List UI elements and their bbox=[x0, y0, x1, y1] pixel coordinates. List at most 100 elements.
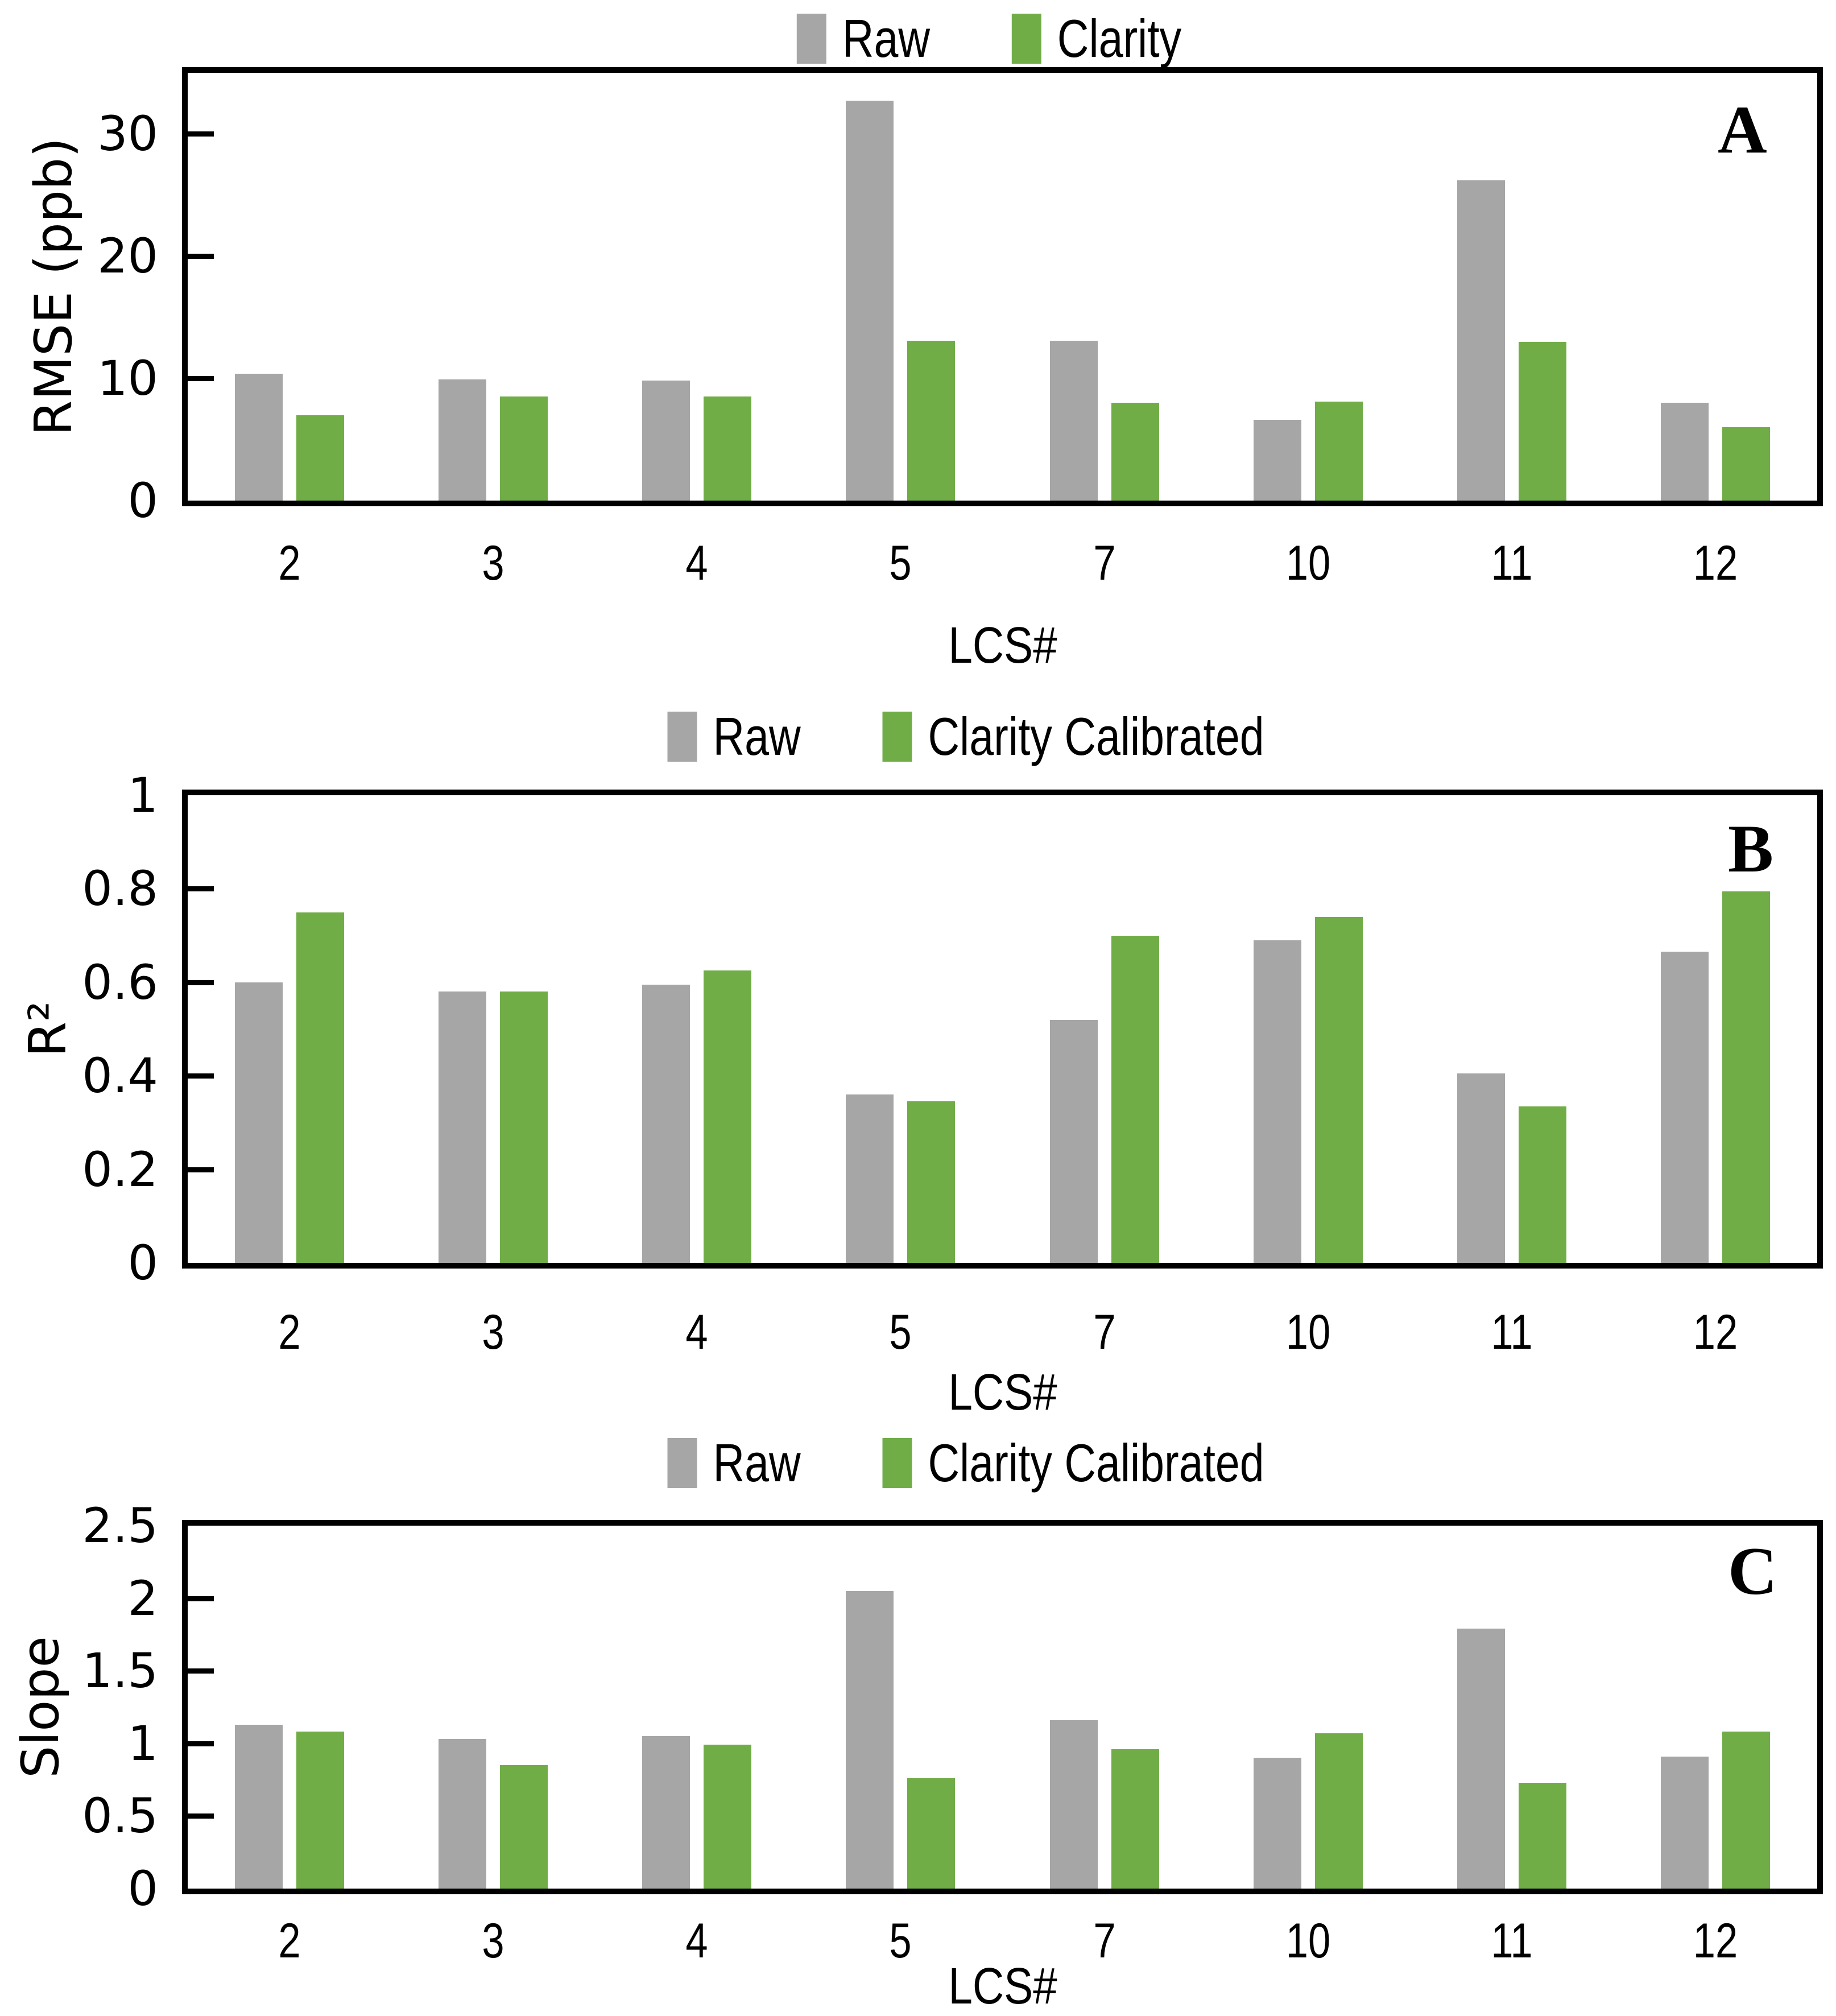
legend-item-raw: Raw bbox=[796, 10, 949, 67]
x-axis-title: LCS# bbox=[948, 617, 1057, 674]
y-tick-label-1: 1 bbox=[127, 767, 158, 823]
y-tick-label-0: 0 bbox=[127, 1235, 158, 1291]
bar-raw-lcs2 bbox=[235, 982, 283, 1263]
x-tick-label-lcs3: 3 bbox=[482, 1305, 505, 1360]
legend-label: Raw bbox=[713, 1433, 801, 1493]
plot-frame bbox=[182, 67, 1823, 506]
x-tick-label-lcs5: 5 bbox=[889, 536, 912, 590]
y-tick-label-0.6: 0.6 bbox=[82, 954, 158, 1010]
bar-clarity-calibrated-lcs11 bbox=[1518, 1106, 1566, 1263]
y-tick-label-1: 1 bbox=[127, 1715, 158, 1771]
y-tick-label-0.2: 0.2 bbox=[82, 1141, 158, 1197]
legend-label: Clarity bbox=[1057, 9, 1181, 68]
y-tick-mark bbox=[188, 1073, 214, 1079]
y-tick-mark bbox=[188, 1741, 214, 1746]
bar-raw-lcs12 bbox=[1660, 1756, 1709, 1889]
bar-raw-lcs12 bbox=[1660, 403, 1709, 501]
bar-clarity-calibrated-lcs7 bbox=[1111, 1749, 1159, 1889]
legend-label: Raw bbox=[842, 9, 930, 68]
x-tick-label-lcs12: 12 bbox=[1693, 1305, 1738, 1360]
y-tick-mark bbox=[188, 980, 214, 985]
plot-frame bbox=[182, 790, 1823, 1269]
x-tick-label-lcs3: 3 bbox=[482, 1914, 505, 1968]
y-tick-label-0.8: 0.8 bbox=[82, 861, 158, 917]
bar-clarity-calibrated-lcs10 bbox=[1314, 916, 1363, 1263]
legend: Raw Clarity Calibrated bbox=[667, 708, 1338, 765]
y-tick-mark bbox=[188, 886, 214, 892]
y-axis-title: Slope bbox=[11, 1636, 71, 1778]
y-tick-mark bbox=[188, 131, 214, 137]
bar-clarity-calibrated-lcs3 bbox=[500, 1765, 548, 1889]
bar-clarity-calibrated-lcs10 bbox=[1314, 1733, 1363, 1889]
x-tick-label-lcs4: 4 bbox=[685, 1305, 708, 1360]
bar-raw-lcs4 bbox=[642, 381, 690, 501]
bar-clarity-calibrated-lcs2 bbox=[296, 912, 345, 1263]
x-axis-title: LCS# bbox=[948, 1958, 1057, 2015]
panel-letter-c: C bbox=[1728, 1533, 1777, 1609]
bar-raw-lcs10 bbox=[1253, 940, 1301, 1263]
y-tick-label-2: 2 bbox=[127, 1570, 158, 1626]
legend-label: Clarity Calibrated bbox=[928, 707, 1264, 766]
y-tick-mark bbox=[188, 1167, 214, 1172]
legend: Raw Clarity bbox=[796, 10, 1208, 67]
bar-clarity-lcs2 bbox=[296, 415, 345, 501]
x-tick-label-lcs7: 7 bbox=[1093, 536, 1116, 590]
bar-raw-lcs4 bbox=[642, 1736, 690, 1889]
bar-clarity-calibrated-lcs11 bbox=[1518, 1782, 1566, 1889]
y-tick-label-0: 0 bbox=[127, 1861, 158, 1916]
bar-clarity-lcs4 bbox=[704, 396, 752, 501]
y-tick-label-1.5: 1.5 bbox=[82, 1643, 158, 1699]
y-tick-mark bbox=[188, 1668, 214, 1674]
bar-raw-lcs4 bbox=[642, 984, 690, 1263]
x-tick-label-lcs12: 12 bbox=[1693, 1914, 1738, 1968]
bar-clarity-lcs11 bbox=[1518, 341, 1566, 501]
bar-raw-lcs10 bbox=[1253, 1758, 1301, 1889]
bar-raw-lcs11 bbox=[1457, 1073, 1505, 1263]
bar-raw-lcs5 bbox=[846, 101, 894, 501]
bar-clarity-calibrated-lcs12 bbox=[1722, 1732, 1770, 1889]
x-tick-label-lcs4: 4 bbox=[685, 536, 708, 590]
legend-swatch-icon bbox=[1011, 14, 1041, 64]
y-tick-mark bbox=[188, 376, 214, 382]
bar-clarity-lcs3 bbox=[500, 396, 548, 501]
x-tick-label-lcs7: 7 bbox=[1093, 1305, 1116, 1360]
bar-raw-lcs3 bbox=[439, 1739, 487, 1889]
x-tick-label-lcs5: 5 bbox=[889, 1305, 912, 1360]
y-tick-label-10: 10 bbox=[97, 350, 158, 407]
bar-raw-lcs11 bbox=[1457, 180, 1505, 501]
legend-swatch-icon bbox=[667, 712, 697, 762]
legend-label: Clarity Calibrated bbox=[928, 1433, 1264, 1493]
y-tick-mark bbox=[188, 254, 214, 259]
bar-raw-lcs7 bbox=[1049, 340, 1098, 501]
y-tick-label-0.4: 0.4 bbox=[82, 1048, 158, 1104]
x-tick-label-lcs10: 10 bbox=[1285, 536, 1330, 590]
bar-clarity-calibrated-lcs3 bbox=[500, 992, 548, 1263]
bar-raw-lcs3 bbox=[439, 379, 487, 501]
legend-item-raw: Raw bbox=[667, 1435, 820, 1492]
bar-raw-lcs3 bbox=[439, 992, 487, 1263]
bar-clarity-calibrated-lcs5 bbox=[907, 1101, 956, 1263]
x-tick-label-lcs11: 11 bbox=[1491, 1305, 1533, 1360]
bar-raw-lcs12 bbox=[1660, 952, 1709, 1263]
x-tick-label-lcs2: 2 bbox=[278, 1305, 301, 1360]
bar-clarity-lcs5 bbox=[907, 340, 956, 501]
x-tick-label-lcs3: 3 bbox=[482, 536, 505, 590]
y-tick-label-30: 30 bbox=[97, 106, 158, 162]
bar-clarity-lcs12 bbox=[1722, 427, 1770, 501]
bar-raw-lcs5 bbox=[846, 1591, 894, 1889]
y-tick-label-2.5: 2.5 bbox=[82, 1498, 158, 1554]
legend-swatch-icon bbox=[882, 1438, 912, 1488]
plot-frame bbox=[182, 1520, 1823, 1894]
y-tick-mark bbox=[188, 1813, 214, 1819]
bar-clarity-lcs10 bbox=[1314, 401, 1363, 501]
bar-raw-lcs7 bbox=[1049, 1019, 1098, 1263]
y-tick-label-0: 0 bbox=[127, 473, 158, 528]
legend-swatch-icon bbox=[882, 712, 912, 762]
y-tick-mark bbox=[188, 1596, 214, 1601]
panel-letter-a: A bbox=[1718, 92, 1767, 167]
legend-label: Raw bbox=[713, 707, 801, 766]
